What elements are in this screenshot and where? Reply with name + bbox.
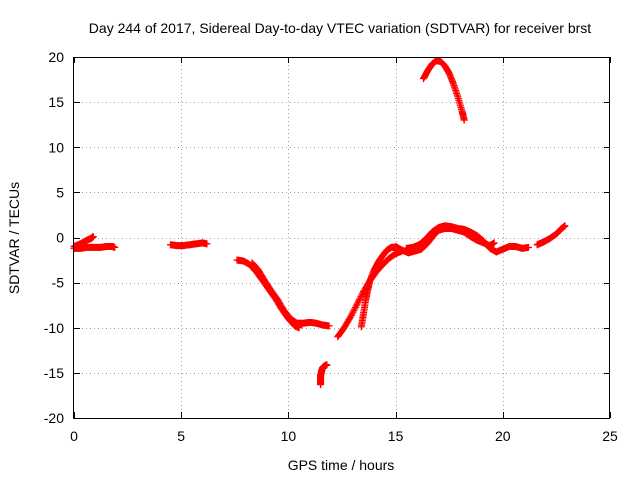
series-arc-10 — [402, 222, 533, 256]
data-point — [561, 222, 569, 230]
series-arc-3 — [166, 239, 211, 250]
series-arc-12 — [533, 222, 569, 249]
data-point — [352, 302, 360, 310]
y-tick-label: -20 — [44, 410, 64, 426]
y-tick-label: 0 — [56, 230, 64, 246]
data-points — [70, 57, 569, 389]
y-tick-label: -5 — [52, 275, 65, 291]
series-arc-6 — [317, 361, 331, 389]
data-point — [349, 308, 357, 316]
series-arc-5 — [248, 259, 333, 330]
data-point — [350, 307, 358, 315]
data-point — [323, 361, 331, 369]
data-point — [525, 243, 533, 251]
y-tick-label: 5 — [56, 184, 64, 200]
plot-frame — [73, 57, 610, 419]
data-point — [89, 233, 97, 241]
y-tick-label: -10 — [44, 320, 64, 336]
data-point — [356, 294, 364, 302]
data-point — [351, 303, 359, 311]
x-axis-label: GPS time / hours — [288, 457, 395, 473]
data-point — [347, 313, 355, 321]
x-tick-label: 10 — [281, 428, 297, 444]
y-axis-label: SDTVAR / TECUs — [6, 182, 22, 294]
data-point — [325, 322, 333, 330]
x-tick-label: 20 — [495, 428, 511, 444]
x-tick-label: 15 — [388, 428, 404, 444]
data-point — [460, 116, 468, 124]
data-point — [347, 311, 355, 319]
data-point — [354, 299, 362, 307]
x-tick-label: 5 — [177, 428, 185, 444]
data-point — [355, 297, 363, 305]
axis-ticks: 0 5 10 15 20 25 -20 -15 -10 -5 0 5 10 15 20 — [44, 49, 618, 444]
series-arc-11 — [419, 57, 468, 124]
data-point — [353, 300, 361, 308]
grid — [74, 57, 610, 418]
data-point — [348, 310, 356, 318]
chart-title: Day 244 of 2017, Sidereal Day-to-day VTE… — [89, 20, 591, 36]
y-tick-label: -15 — [44, 365, 64, 381]
y-tick-label: 10 — [48, 139, 64, 155]
data-point — [111, 243, 119, 251]
data-point — [490, 239, 498, 247]
data-point — [203, 240, 211, 248]
data-point — [355, 296, 363, 304]
x-tick-label: 25 — [602, 428, 618, 444]
y-tick-label: 15 — [48, 94, 64, 110]
x-tick-label: 0 — [70, 428, 78, 444]
data-point — [351, 305, 359, 313]
y-tick-label: 20 — [48, 49, 64, 65]
data-point — [346, 314, 354, 322]
